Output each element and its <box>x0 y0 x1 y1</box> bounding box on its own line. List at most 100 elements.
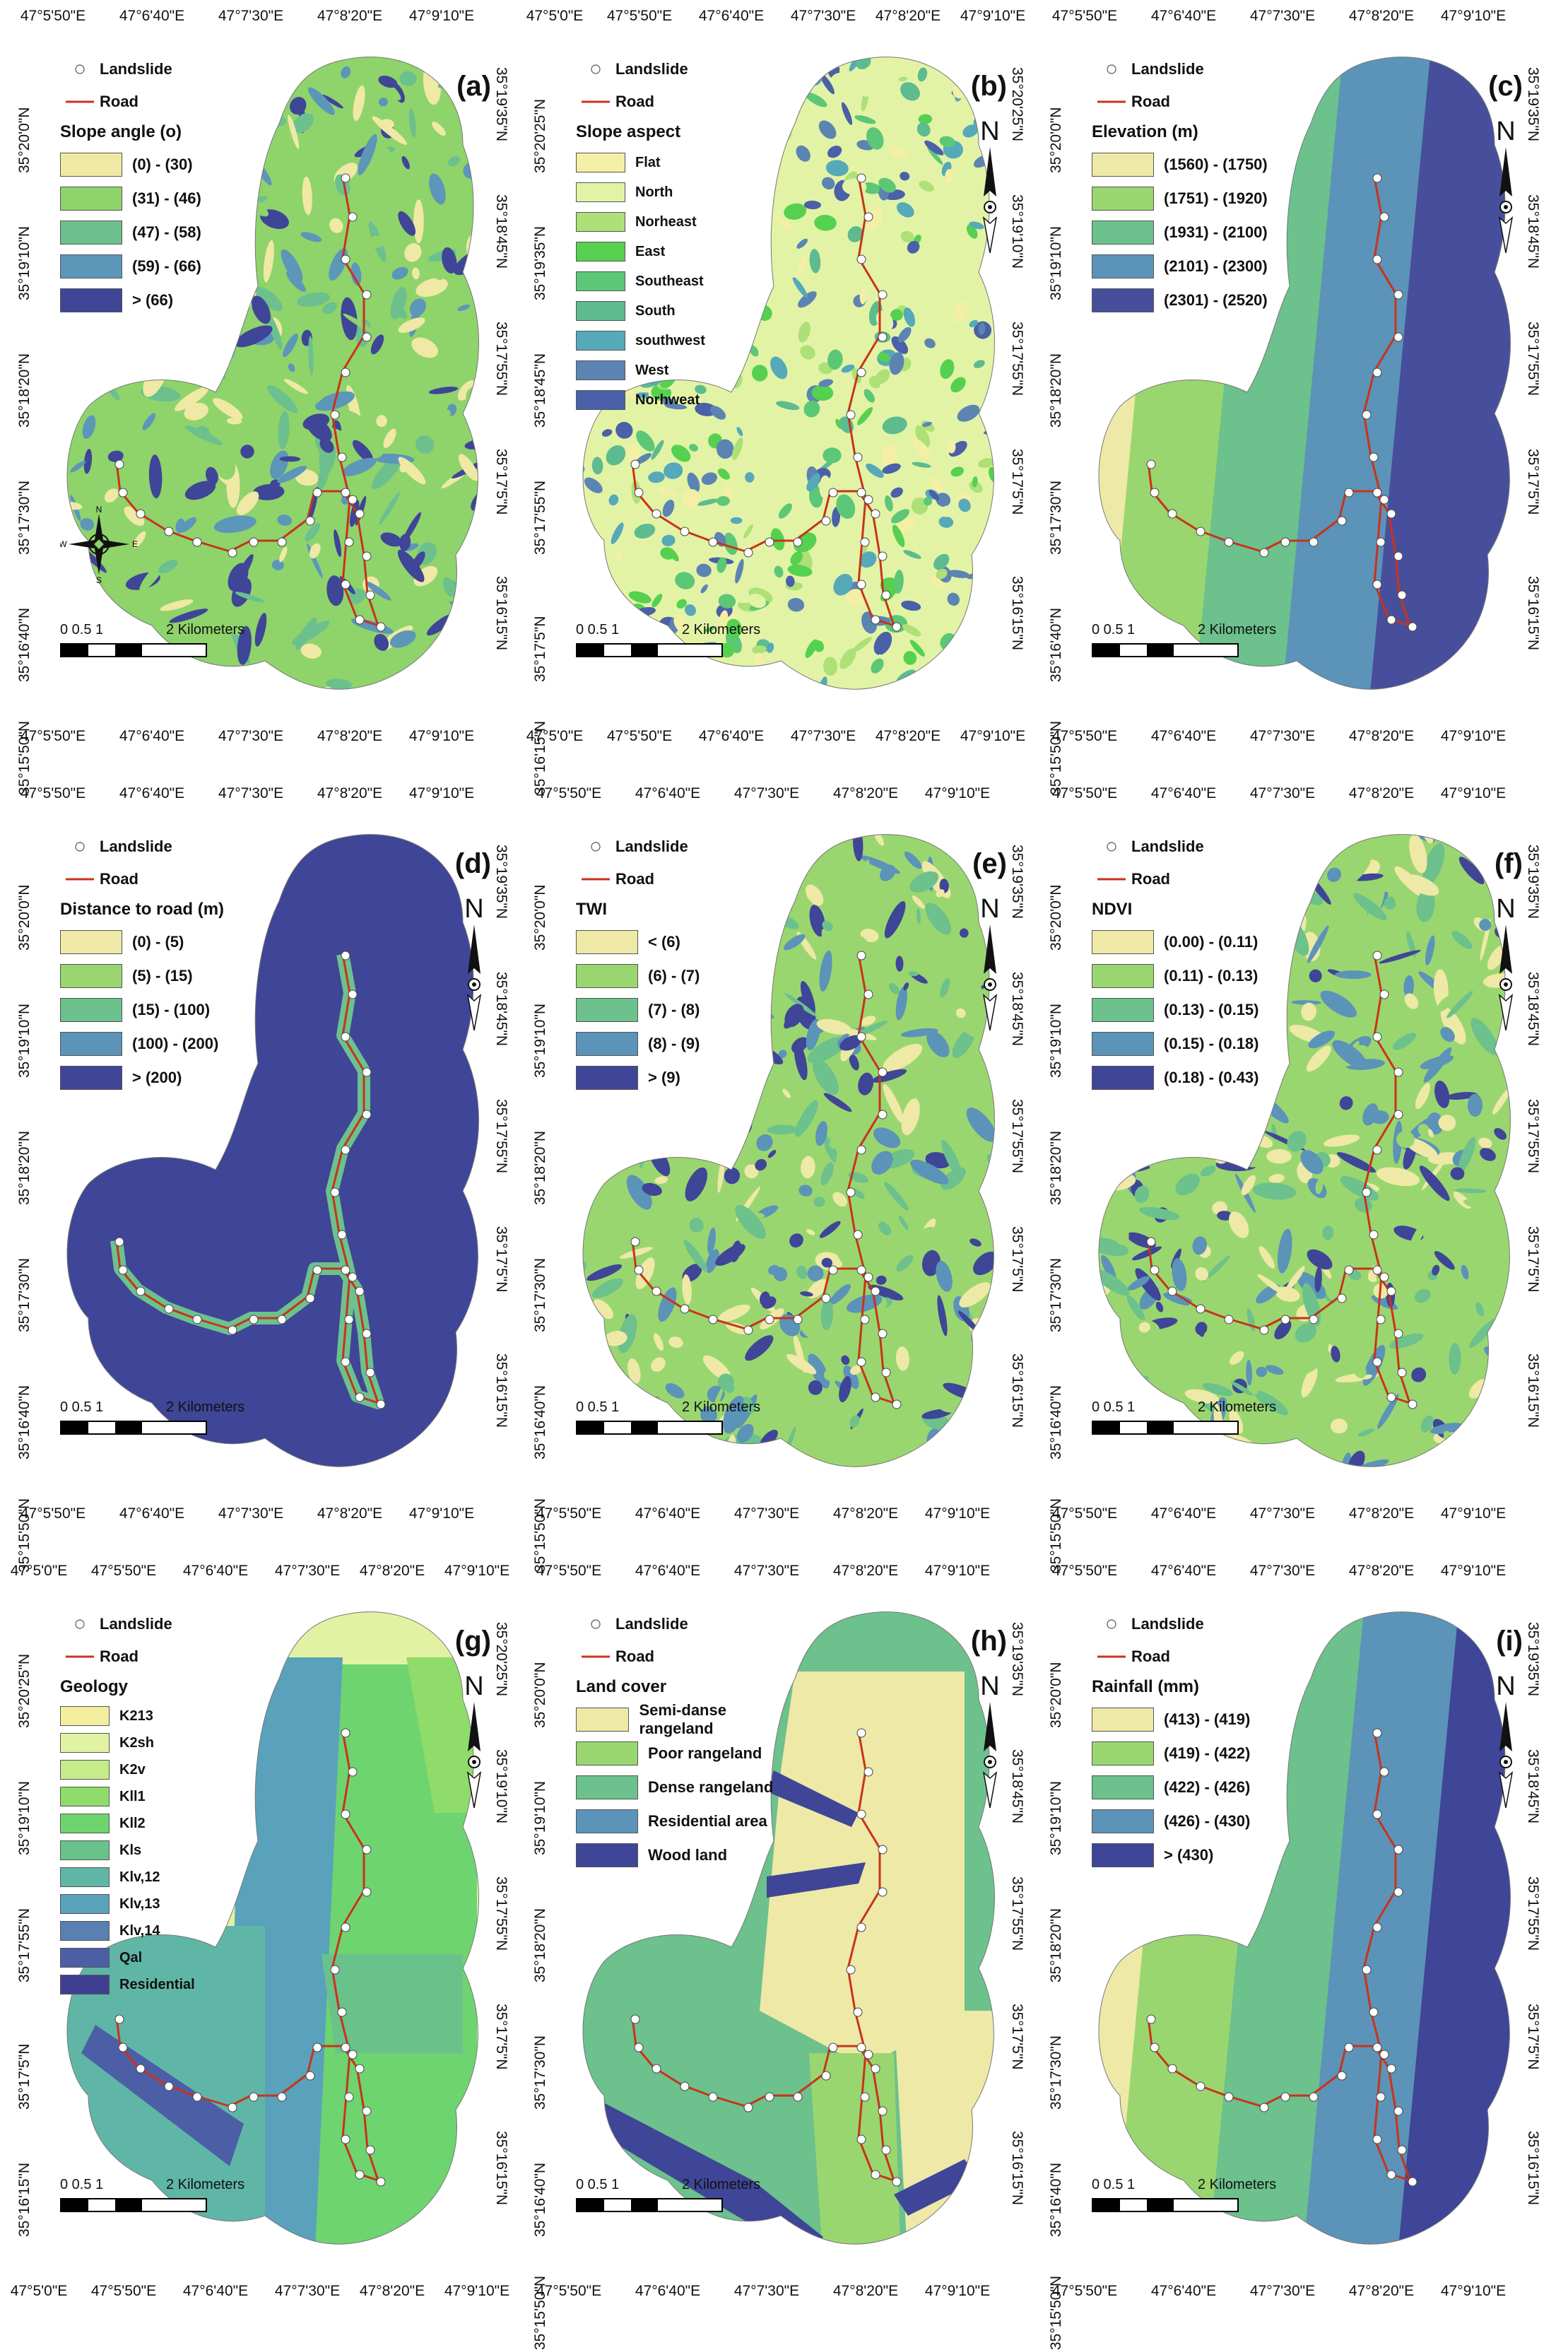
terrain-patch <box>1454 1188 1487 1194</box>
terrain-patch <box>695 384 707 394</box>
terrain-patch <box>1357 1428 1375 1437</box>
landslide-point <box>1372 1032 1382 1042</box>
north-arrow-icon <box>1492 1702 1520 1811</box>
terrain-patch <box>894 570 904 594</box>
terrain-patch <box>1229 1351 1244 1365</box>
terrain-patch <box>724 484 733 500</box>
terrain-patch <box>200 345 220 365</box>
legend-class-label: Kll1 <box>119 1788 146 1804</box>
north-letter: N <box>980 1672 1000 1701</box>
terrain-patch <box>399 534 411 551</box>
terrain-patch <box>759 1217 784 1233</box>
terrain-patch <box>962 124 979 138</box>
legend-class-label: Wood land <box>648 1846 728 1864</box>
landslide-point <box>1397 1368 1407 1377</box>
terrain-patch <box>700 584 708 594</box>
landslide-point <box>856 951 866 960</box>
terrain-patch <box>800 981 815 1016</box>
landslide-point <box>1369 1230 1379 1240</box>
terrain-patch <box>696 563 712 577</box>
terrain-patch <box>805 92 827 107</box>
scale-segment <box>115 1422 142 1433</box>
scale-segment <box>700 2199 721 2211</box>
legend-class-item: (6) - (7) <box>576 959 781 993</box>
scale-segment <box>679 645 700 656</box>
landslide-point <box>856 2134 866 2144</box>
terrain-patch <box>925 903 952 935</box>
terrain-patch <box>153 343 166 370</box>
terrain-patch <box>583 1125 591 1144</box>
terrain-patch <box>1135 1268 1161 1301</box>
legend-class-label: (0.11) - (0.13) <box>1164 967 1258 985</box>
terrain-patch <box>411 551 425 570</box>
right-coord-label: 35°16'15"N <box>493 1353 509 1428</box>
landslide-point <box>846 410 856 420</box>
left-coord-label: 35°17'55"N <box>532 480 548 555</box>
terrain-patch <box>408 107 416 138</box>
legend-class-item: (0.18) - (0.43) <box>1092 1061 1297 1095</box>
north-arrow: N <box>460 1672 488 1811</box>
top-coord-label: 47°7'30"E <box>733 1563 800 1579</box>
terrain-patch <box>912 439 931 459</box>
top-coord-label: 47°5'50"E <box>90 1563 157 1579</box>
terrain-patch <box>1373 1390 1384 1402</box>
top-coord-label: 47°7'30"E <box>274 1563 341 1579</box>
terrain-patch <box>900 230 914 243</box>
terrain-patch <box>384 681 410 690</box>
landslide-point <box>680 527 690 536</box>
landslide-point <box>1397 590 1407 600</box>
terrain-patch <box>338 61 366 98</box>
landslide-label: Landslide <box>1131 60 1204 78</box>
terrain-patch <box>823 447 842 464</box>
legend-class-label: Flat <box>635 154 661 170</box>
terrain-patch <box>88 495 105 508</box>
top-coord-label: 47°8'20"E <box>875 8 941 24</box>
legend-swatch <box>576 998 638 1022</box>
right-coord-label: 35°19'35"N <box>1009 1622 1025 1697</box>
legend-title: Distance to road (m) <box>60 900 225 919</box>
terrain-patch <box>308 336 314 376</box>
terrain-patch <box>1306 1045 1331 1072</box>
legend-class-item: > (430) <box>1092 1838 1297 1872</box>
terrain-patch <box>184 481 216 500</box>
legend-class-label: Klv,12 <box>119 1869 160 1885</box>
terrain-patch <box>735 558 744 584</box>
right-coord-label: 35°20'25"N <box>1009 67 1025 142</box>
terrain-patch <box>175 387 209 411</box>
legend-road-row: Road <box>576 1640 781 1673</box>
terrain-patch <box>878 534 900 551</box>
terrain-patch <box>591 1278 624 1298</box>
svg-text:W: W <box>60 539 67 549</box>
terrain-patch <box>1291 1000 1321 1005</box>
terrain-patch <box>257 673 273 690</box>
top-coord-label: 47°6'40"E <box>182 1563 249 1579</box>
terrain-patch <box>1331 1346 1340 1363</box>
landslide-point <box>1386 2170 1396 2180</box>
landslide-point <box>365 1368 375 1377</box>
legend-class-label: (47) - (58) <box>132 223 201 241</box>
road-symbol <box>576 98 615 105</box>
landslide-symbol <box>576 840 615 853</box>
terrain-patch <box>888 983 900 994</box>
top-coord-label: 47°6'40"E <box>119 785 185 801</box>
terrain-patch <box>1099 1288 1100 1303</box>
top-coord-label: 47°5'50"E <box>20 785 86 801</box>
top-coord-label: 47°8'20"E <box>317 8 383 24</box>
landslide-point <box>892 2177 902 2187</box>
terrain-patch <box>627 1358 641 1384</box>
terrain-patch <box>226 417 242 425</box>
terrain-patch <box>978 458 995 469</box>
legend-class-label: (31) - (46) <box>132 189 201 207</box>
terrain-patch <box>768 1264 779 1275</box>
terrain-patch <box>661 534 676 546</box>
scale-segment <box>61 2199 88 2211</box>
legend-class-item: (0) - (5) <box>60 925 265 959</box>
road-label: Road <box>100 1647 138 1665</box>
terrain-patch <box>891 336 909 354</box>
left-coord-label: 35°19'10"N <box>1048 225 1064 300</box>
terrain-patch <box>1256 1366 1267 1377</box>
terrain-patch <box>619 1114 638 1130</box>
terrain-patch <box>360 524 384 559</box>
terrain-patch <box>871 658 884 674</box>
